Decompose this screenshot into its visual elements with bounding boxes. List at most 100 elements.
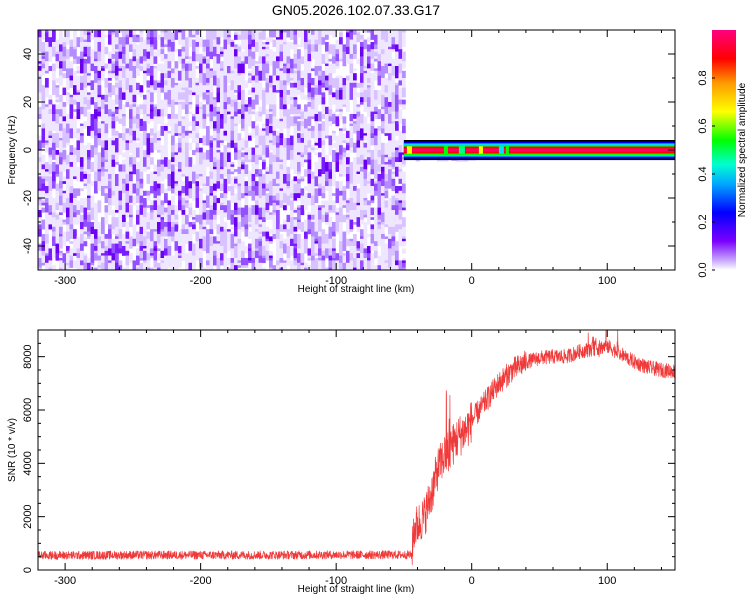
heatmap-cell [76,135,81,139]
heatmap-cell [157,229,161,232]
heatmap-cell [146,92,151,96]
heatmap-cell [115,262,119,266]
heatmap-cell [143,152,147,156]
heatmap-cell [73,195,77,199]
heatmap-cell [90,212,95,216]
heatmap-cell [62,236,67,240]
heatmap-cell [237,195,242,199]
heatmap-cell [234,253,238,256]
heatmap-cell [69,171,74,175]
heatmap-cell [209,97,214,100]
heatmap-cell [178,90,182,93]
heatmap-cell [73,152,77,156]
heatmap-cell [216,176,221,180]
heatmap-cell [160,85,165,88]
heatmap-cell [185,147,189,151]
heatmap-cell [62,42,67,45]
heatmap-cell [213,171,217,175]
heatmap-cell [216,210,221,213]
heatmap-cell [199,85,203,88]
heatmap-cell [38,54,42,57]
heatmap-cell [227,109,231,112]
heatmap-cell [213,63,217,67]
heatmap-cell [125,37,130,40]
heatmap-cell [213,174,217,177]
heatmap-cell [94,219,98,223]
heatmap-cell [139,238,144,242]
heatmap-cell [104,258,109,261]
heatmap-cell [94,42,98,45]
heatmap-cell [94,116,98,120]
heatmap-cell [199,75,203,79]
heatmap-cell [171,51,175,55]
heatmap-cell [199,238,203,242]
heatmap-cell [209,195,214,199]
heatmap-cell [59,37,63,40]
heatmap-cell [174,90,179,93]
heatmap-cell [230,42,235,45]
heatmap-cell [181,37,186,40]
heatmap-cell [76,42,81,45]
heatmap-cell [157,207,161,211]
heatmap-cell [104,190,109,194]
heatmap-cell [90,262,95,266]
heatmap-cell [188,248,193,252]
heatmap-cell [157,111,161,115]
heatmap-cell [59,190,63,194]
heatmap-cell [157,34,161,38]
heatmap-cell [62,123,67,127]
heatmap-cell [192,58,196,62]
heatmap-cell [192,171,196,175]
heatmap-cell [167,46,172,50]
heatmap-cell [83,32,88,36]
heatmap-cell [181,49,186,52]
heatmap-cell [178,75,182,79]
heatmap-cell [118,152,123,156]
heatmap-cell [202,210,207,213]
heatmap-cell [143,243,147,247]
heatmap-cell [69,195,74,199]
heatmap-cell [195,123,200,127]
heatmap-cell [234,82,238,86]
heatmap-cell [94,181,98,184]
heatmap-cell [220,75,224,79]
heatmap-cell [213,80,217,84]
heatmap-cell [157,178,161,182]
heatmap-cell [104,265,109,268]
heatmap-cell [90,145,95,148]
heatmap-cell [66,157,70,160]
heatmap-cell [164,176,168,180]
heatmap-cell [213,123,217,127]
heatmap-cell [206,193,210,196]
heatmap-cell [171,102,175,105]
heatmap-cell [87,78,91,81]
heatmap-cell [178,121,182,124]
heatmap-cell [38,186,42,189]
heatmap-cell [80,169,84,172]
heatmap-cell [48,183,53,187]
heatmap-cell [188,229,193,232]
heatmap-cell [220,106,224,110]
heatmap-cell [146,58,151,62]
heatmap-cell [136,214,140,218]
heatmap-cell [55,116,60,120]
heatmap-cell [185,195,189,199]
heatmap-cell [48,49,53,52]
heatmap-cell [111,46,116,50]
heatmap-cell [52,87,56,91]
heatmap-cell [52,178,56,182]
heatmap-cell [83,207,88,211]
heatmap-cell [185,94,189,98]
heatmap-cell [139,262,144,266]
heatmap-cell [87,210,91,213]
heatmap-cell [55,152,60,156]
heatmap-cell [125,104,130,108]
heatmap-cell [108,104,112,108]
heatmap-cell [143,61,147,64]
heatmap-cell [185,176,189,180]
heatmap-cell [202,73,207,76]
heatmap-cell [143,150,147,153]
heatmap-cell [230,118,235,122]
heatmap-cell [104,87,109,91]
heatmap-cell [80,253,84,256]
